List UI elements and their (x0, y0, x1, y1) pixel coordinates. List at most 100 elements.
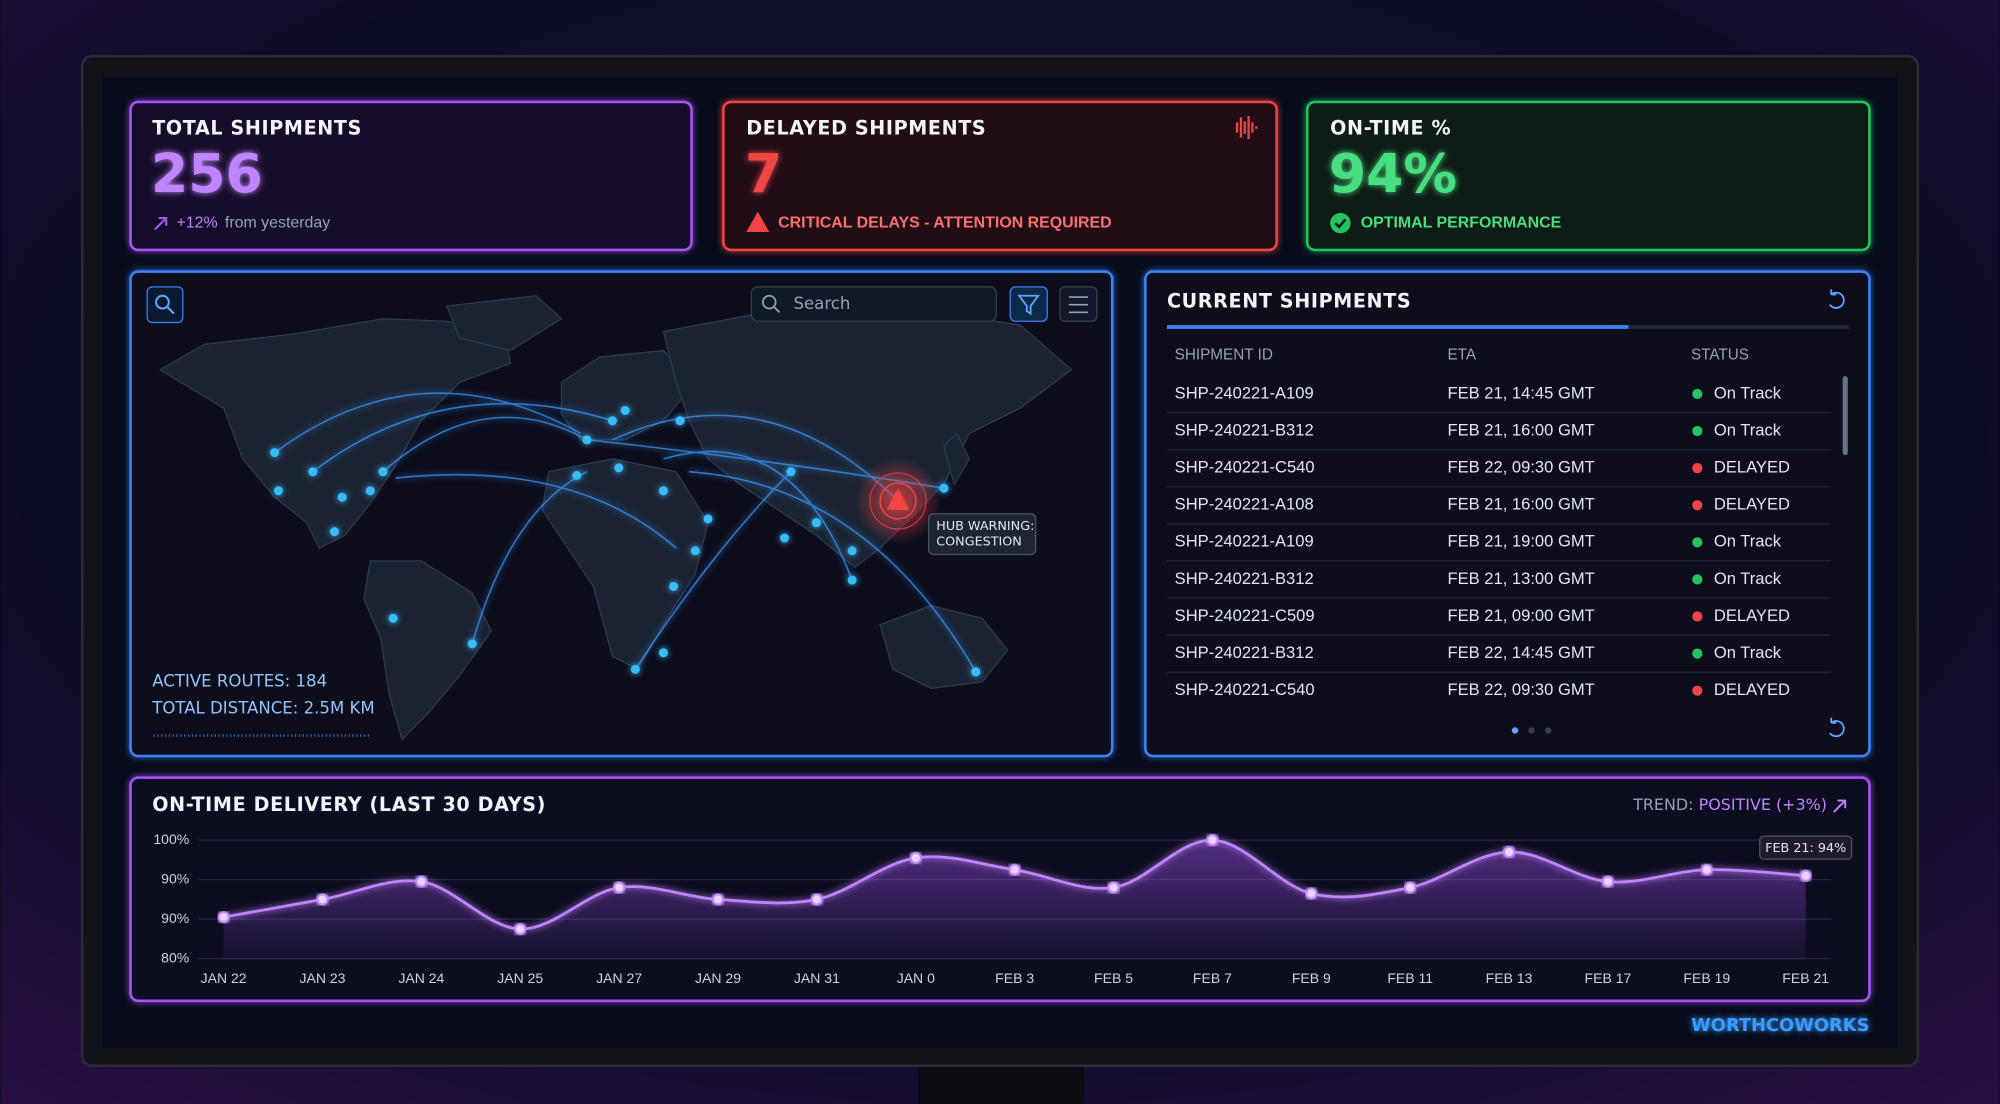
kpi-value: 7 (745, 142, 782, 205)
point (613, 881, 626, 894)
hub (378, 467, 388, 477)
hub (270, 448, 280, 458)
x-tick-label: FEB 9 (1292, 970, 1331, 986)
kpi-value: 256 (151, 142, 263, 205)
search-icon (166, 306, 175, 315)
card (1305, 100, 1871, 252)
kpi-ontime: ON-TIME % 94% OPTIMAL PERFORMANCE (1305, 100, 1871, 252)
hub-tooltip-text: CONGESTION (936, 534, 1022, 549)
scrollbar (1842, 376, 1848, 456)
tooltip-box (1759, 835, 1853, 860)
hub (620, 406, 630, 415)
point (1305, 887, 1318, 900)
search-box[interactable] (750, 286, 997, 322)
status: On Track (1714, 643, 1782, 662)
hub (811, 518, 821, 528)
hub-tooltip (927, 513, 1037, 556)
status: On Track (1714, 532, 1782, 551)
filter-button[interactable] (1009, 286, 1048, 322)
kpi-change: +12% (176, 214, 217, 231)
status: DELAYED (1714, 606, 1790, 625)
point (1700, 863, 1713, 876)
status-dot (1692, 611, 1703, 622)
page-dot[interactable] (1528, 727, 1535, 734)
x-tick-label: FEB 11 (1387, 970, 1433, 986)
hub (939, 483, 949, 493)
x-tick-label: FEB 7 (1193, 970, 1232, 986)
card (722, 100, 1278, 252)
point (1799, 869, 1812, 882)
hub (971, 667, 981, 677)
route (612, 414, 899, 502)
kpi-title: TOTAL SHIPMENTS (152, 116, 362, 139)
page-dot[interactable] (1511, 727, 1519, 734)
status-dot (1692, 574, 1703, 585)
status: DELAYED (1714, 680, 1790, 699)
hub (675, 416, 685, 426)
x-tick-label: JAN 22 (201, 970, 247, 986)
filter-icon (1017, 294, 1041, 316)
eta: FEB 21, 19:00 GMT (1447, 532, 1594, 551)
hub-tooltip-text: HUB WARNING: (936, 519, 1034, 534)
kpi-value: 94% (1329, 142, 1457, 205)
status-dot (1692, 425, 1703, 437)
warning-icon (746, 211, 770, 233)
status: DELAYED (1714, 495, 1790, 514)
status-dot (1692, 500, 1703, 511)
page-dot[interactable] (1544, 727, 1552, 734)
hub (572, 471, 582, 480)
shipment-id: SHP-240221-B312 (1175, 643, 1314, 662)
status-dot (1692, 537, 1703, 548)
route (688, 470, 977, 673)
x-tick-label: JAN 29 (695, 970, 741, 986)
point (1601, 875, 1614, 888)
pulse-icon (1235, 116, 1258, 139)
south-america (363, 560, 493, 741)
kpi-delayed: DELAYED SHIPMENTS 7 CRITICAL DELAYS - AT… (722, 100, 1278, 252)
shipments-panel: CURRENT SHIPMENTS SHIPMENT ID ETA STATUS SH… (1144, 270, 1871, 758)
route (274, 392, 581, 454)
eta: FEB 22, 09:30 GMT (1447, 457, 1594, 476)
brand: WORTHCOWORKS (1691, 1015, 1869, 1036)
up-arrow-icon (154, 216, 168, 231)
refresh-button[interactable] (1829, 717, 1845, 738)
hub (607, 416, 617, 426)
status: On Track (1714, 420, 1782, 439)
refresh-button[interactable] (1829, 289, 1845, 309)
panel-title: CURRENT SHIPMENTS (1167, 290, 1411, 313)
hub (330, 527, 340, 537)
hub (388, 613, 398, 623)
point (1008, 863, 1021, 876)
status-dot (1692, 463, 1703, 474)
point (1502, 845, 1516, 859)
eta: FEB 21, 16:00 GMT (1447, 420, 1594, 439)
status: On Track (1714, 383, 1782, 402)
x-tick-label: FEB 17 (1585, 970, 1632, 986)
hub (847, 546, 857, 556)
y-tick-label: 90% (161, 910, 189, 926)
route (634, 471, 792, 670)
hub (273, 486, 283, 496)
kpi-note: from yesterday (225, 214, 330, 231)
point (1404, 881, 1417, 894)
eta: FEB 22, 09:30 GMT (1447, 680, 1594, 699)
x-tick-label: FEB 3 (995, 970, 1034, 986)
hub (658, 648, 668, 658)
hub (582, 435, 592, 445)
zoom-button[interactable] (146, 286, 184, 324)
search-placeholder: Search (793, 294, 850, 313)
check-mark (1334, 218, 1347, 229)
shipment-id: SHP-240221-C540 (1175, 457, 1315, 476)
eta: FEB 21, 16:00 GMT (1447, 495, 1594, 514)
point (711, 893, 725, 906)
x-tick-label: JAN 25 (497, 970, 543, 986)
hub-alert-ring (869, 472, 927, 530)
point (810, 893, 823, 906)
chart-title: ON-TIME DELIVERY (LAST 30 DAYS) (152, 793, 546, 816)
column-header: ETA (1447, 347, 1476, 364)
kpi-title: DELAYED SHIPMENTS (746, 116, 986, 139)
chart-panel: ON-TIME DELIVERY (LAST 30 DAYS) TREND: P… (129, 776, 1871, 1003)
column-header: STATUS (1691, 347, 1749, 364)
y-tick-label: 90% (161, 870, 189, 886)
